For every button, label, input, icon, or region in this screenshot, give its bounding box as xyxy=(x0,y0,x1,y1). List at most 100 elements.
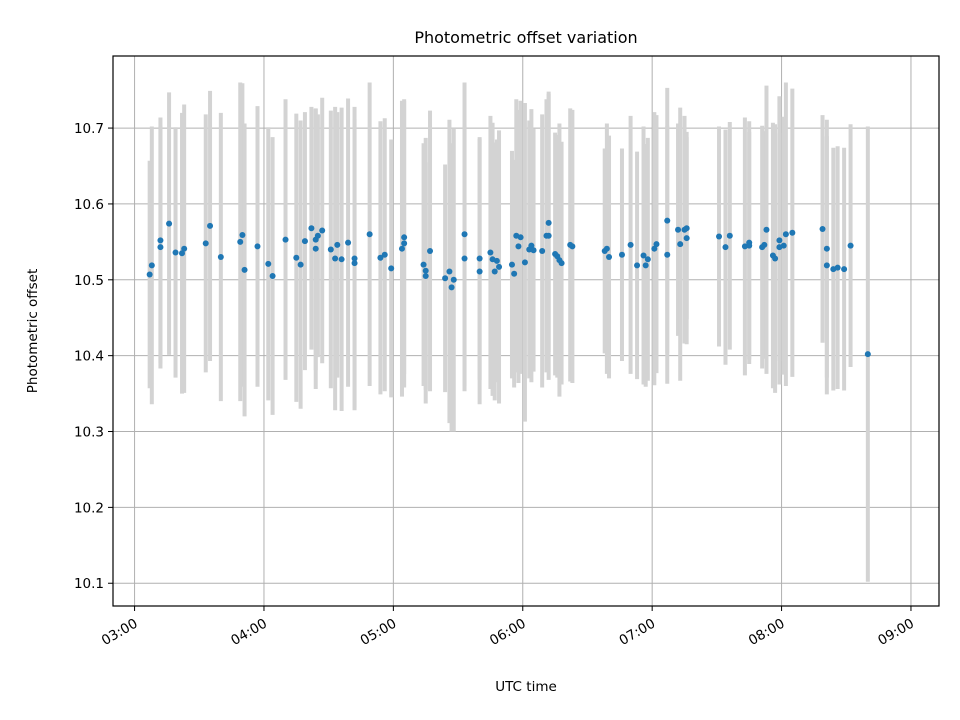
data-point xyxy=(528,242,535,249)
data-point xyxy=(716,233,723,240)
data-point xyxy=(493,257,500,264)
y-tick-label: 10.3 xyxy=(74,425,104,441)
data-point xyxy=(761,241,768,248)
data-point xyxy=(254,243,261,250)
y-tick-label: 10.1 xyxy=(74,576,104,592)
data-point xyxy=(401,234,408,241)
y-tick-label: 10.5 xyxy=(74,273,104,289)
data-point xyxy=(491,268,498,275)
data-point xyxy=(282,236,289,243)
data-point xyxy=(675,226,682,233)
data-point xyxy=(545,219,552,226)
data-point xyxy=(841,266,848,273)
data-point xyxy=(420,261,427,268)
data-point xyxy=(388,265,395,272)
data-point xyxy=(446,268,453,275)
data-point xyxy=(772,255,779,262)
data-point xyxy=(640,252,647,259)
data-point xyxy=(511,270,518,277)
data-point xyxy=(301,238,308,245)
y-axis-label: Photometric offset xyxy=(25,269,41,393)
data-point xyxy=(241,266,248,273)
y-tick-label: 10.2 xyxy=(74,500,104,516)
y-tick-label: 10.7 xyxy=(74,121,104,137)
data-point xyxy=(683,235,690,242)
data-point xyxy=(217,254,224,261)
data-point xyxy=(558,260,565,267)
data-point xyxy=(515,243,522,250)
data-point xyxy=(677,241,684,248)
data-point xyxy=(644,256,651,263)
data-point xyxy=(179,250,186,257)
data-point xyxy=(819,225,826,232)
data-point xyxy=(377,254,384,261)
data-point xyxy=(664,217,671,224)
data-point xyxy=(782,231,789,238)
data-point xyxy=(319,227,326,234)
data-point xyxy=(351,260,358,267)
data-point xyxy=(627,241,634,248)
data-point xyxy=(332,255,339,262)
data-points xyxy=(146,217,871,358)
chart-title: Photometric offset variation xyxy=(414,28,637,47)
data-point xyxy=(763,226,770,233)
data-point xyxy=(157,237,164,244)
data-point xyxy=(448,284,455,291)
data-point xyxy=(496,263,503,270)
data-point xyxy=(618,251,625,258)
data-point xyxy=(487,249,494,256)
data-point xyxy=(823,262,830,269)
data-point xyxy=(651,245,658,252)
data-point xyxy=(345,239,352,246)
data-point xyxy=(308,225,315,232)
data-point xyxy=(265,260,272,267)
data-point xyxy=(530,247,537,254)
data-point xyxy=(789,229,796,236)
data-point xyxy=(634,262,641,269)
data-point xyxy=(239,232,246,239)
data-point xyxy=(366,231,373,238)
data-point xyxy=(334,241,341,248)
data-point xyxy=(146,271,153,278)
y-axis-ticks: 10.1 10.2 10.3 10.4 10.5 10.6 10.7 xyxy=(74,121,113,592)
data-point xyxy=(450,276,457,283)
data-point xyxy=(569,243,576,250)
data-point xyxy=(664,251,671,258)
data-point xyxy=(545,232,552,239)
data-point xyxy=(539,247,546,254)
data-point xyxy=(461,231,468,238)
data-point xyxy=(823,245,830,252)
data-point xyxy=(381,251,388,258)
data-point xyxy=(166,220,173,227)
data-point xyxy=(181,245,188,252)
data-point xyxy=(780,242,787,249)
data-point xyxy=(476,268,483,275)
y-tick-label: 10.4 xyxy=(74,349,104,365)
data-point xyxy=(476,255,483,262)
data-point xyxy=(521,259,528,266)
data-point xyxy=(642,262,649,269)
data-point xyxy=(351,255,358,262)
data-point xyxy=(172,249,179,256)
data-point xyxy=(726,232,733,239)
data-point xyxy=(461,255,468,262)
data-point xyxy=(427,247,434,254)
data-point xyxy=(237,238,244,245)
data-point xyxy=(864,351,871,358)
data-point xyxy=(314,232,321,239)
data-point xyxy=(398,245,405,252)
data-point xyxy=(202,240,209,247)
data-point xyxy=(157,244,164,251)
data-point xyxy=(269,273,276,279)
data-point xyxy=(401,240,408,247)
data-point xyxy=(653,241,660,248)
data-point xyxy=(847,242,854,249)
data-point xyxy=(683,225,690,232)
data-point xyxy=(517,234,524,241)
data-point xyxy=(722,244,729,251)
data-point xyxy=(603,245,610,252)
y-tick-label: 10.6 xyxy=(74,197,104,213)
data-point xyxy=(338,256,345,263)
data-point xyxy=(422,267,429,274)
